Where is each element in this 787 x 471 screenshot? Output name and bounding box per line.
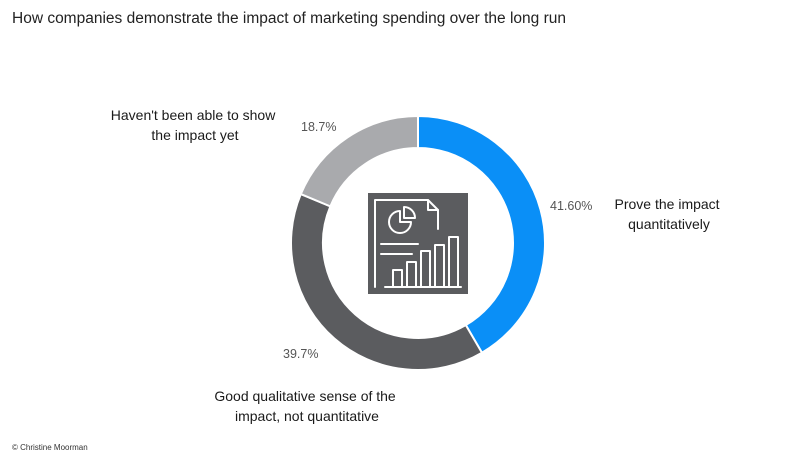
donut-slice-prove xyxy=(417,114,546,355)
donut-slices xyxy=(290,114,546,371)
chart-title: How companies demonstrate the impact of … xyxy=(12,10,566,27)
category-label-prove: Prove the impact quantitatively xyxy=(615,196,724,232)
category-label-not-yet: Haven't been able to show the impact yet xyxy=(111,107,279,143)
copyright-credit: © Christine Moorman xyxy=(12,443,88,452)
category-label-qualitative: Good qualitative sense of the impact, no… xyxy=(214,388,399,424)
pct-label-qualitative: 39.7% xyxy=(283,347,318,361)
pct-label-prove: 41.60% xyxy=(550,199,592,213)
donut-slice-not_yet xyxy=(299,114,419,208)
pct-label-not-yet: 18.7% xyxy=(301,120,336,134)
report-chart-icon xyxy=(368,193,468,294)
